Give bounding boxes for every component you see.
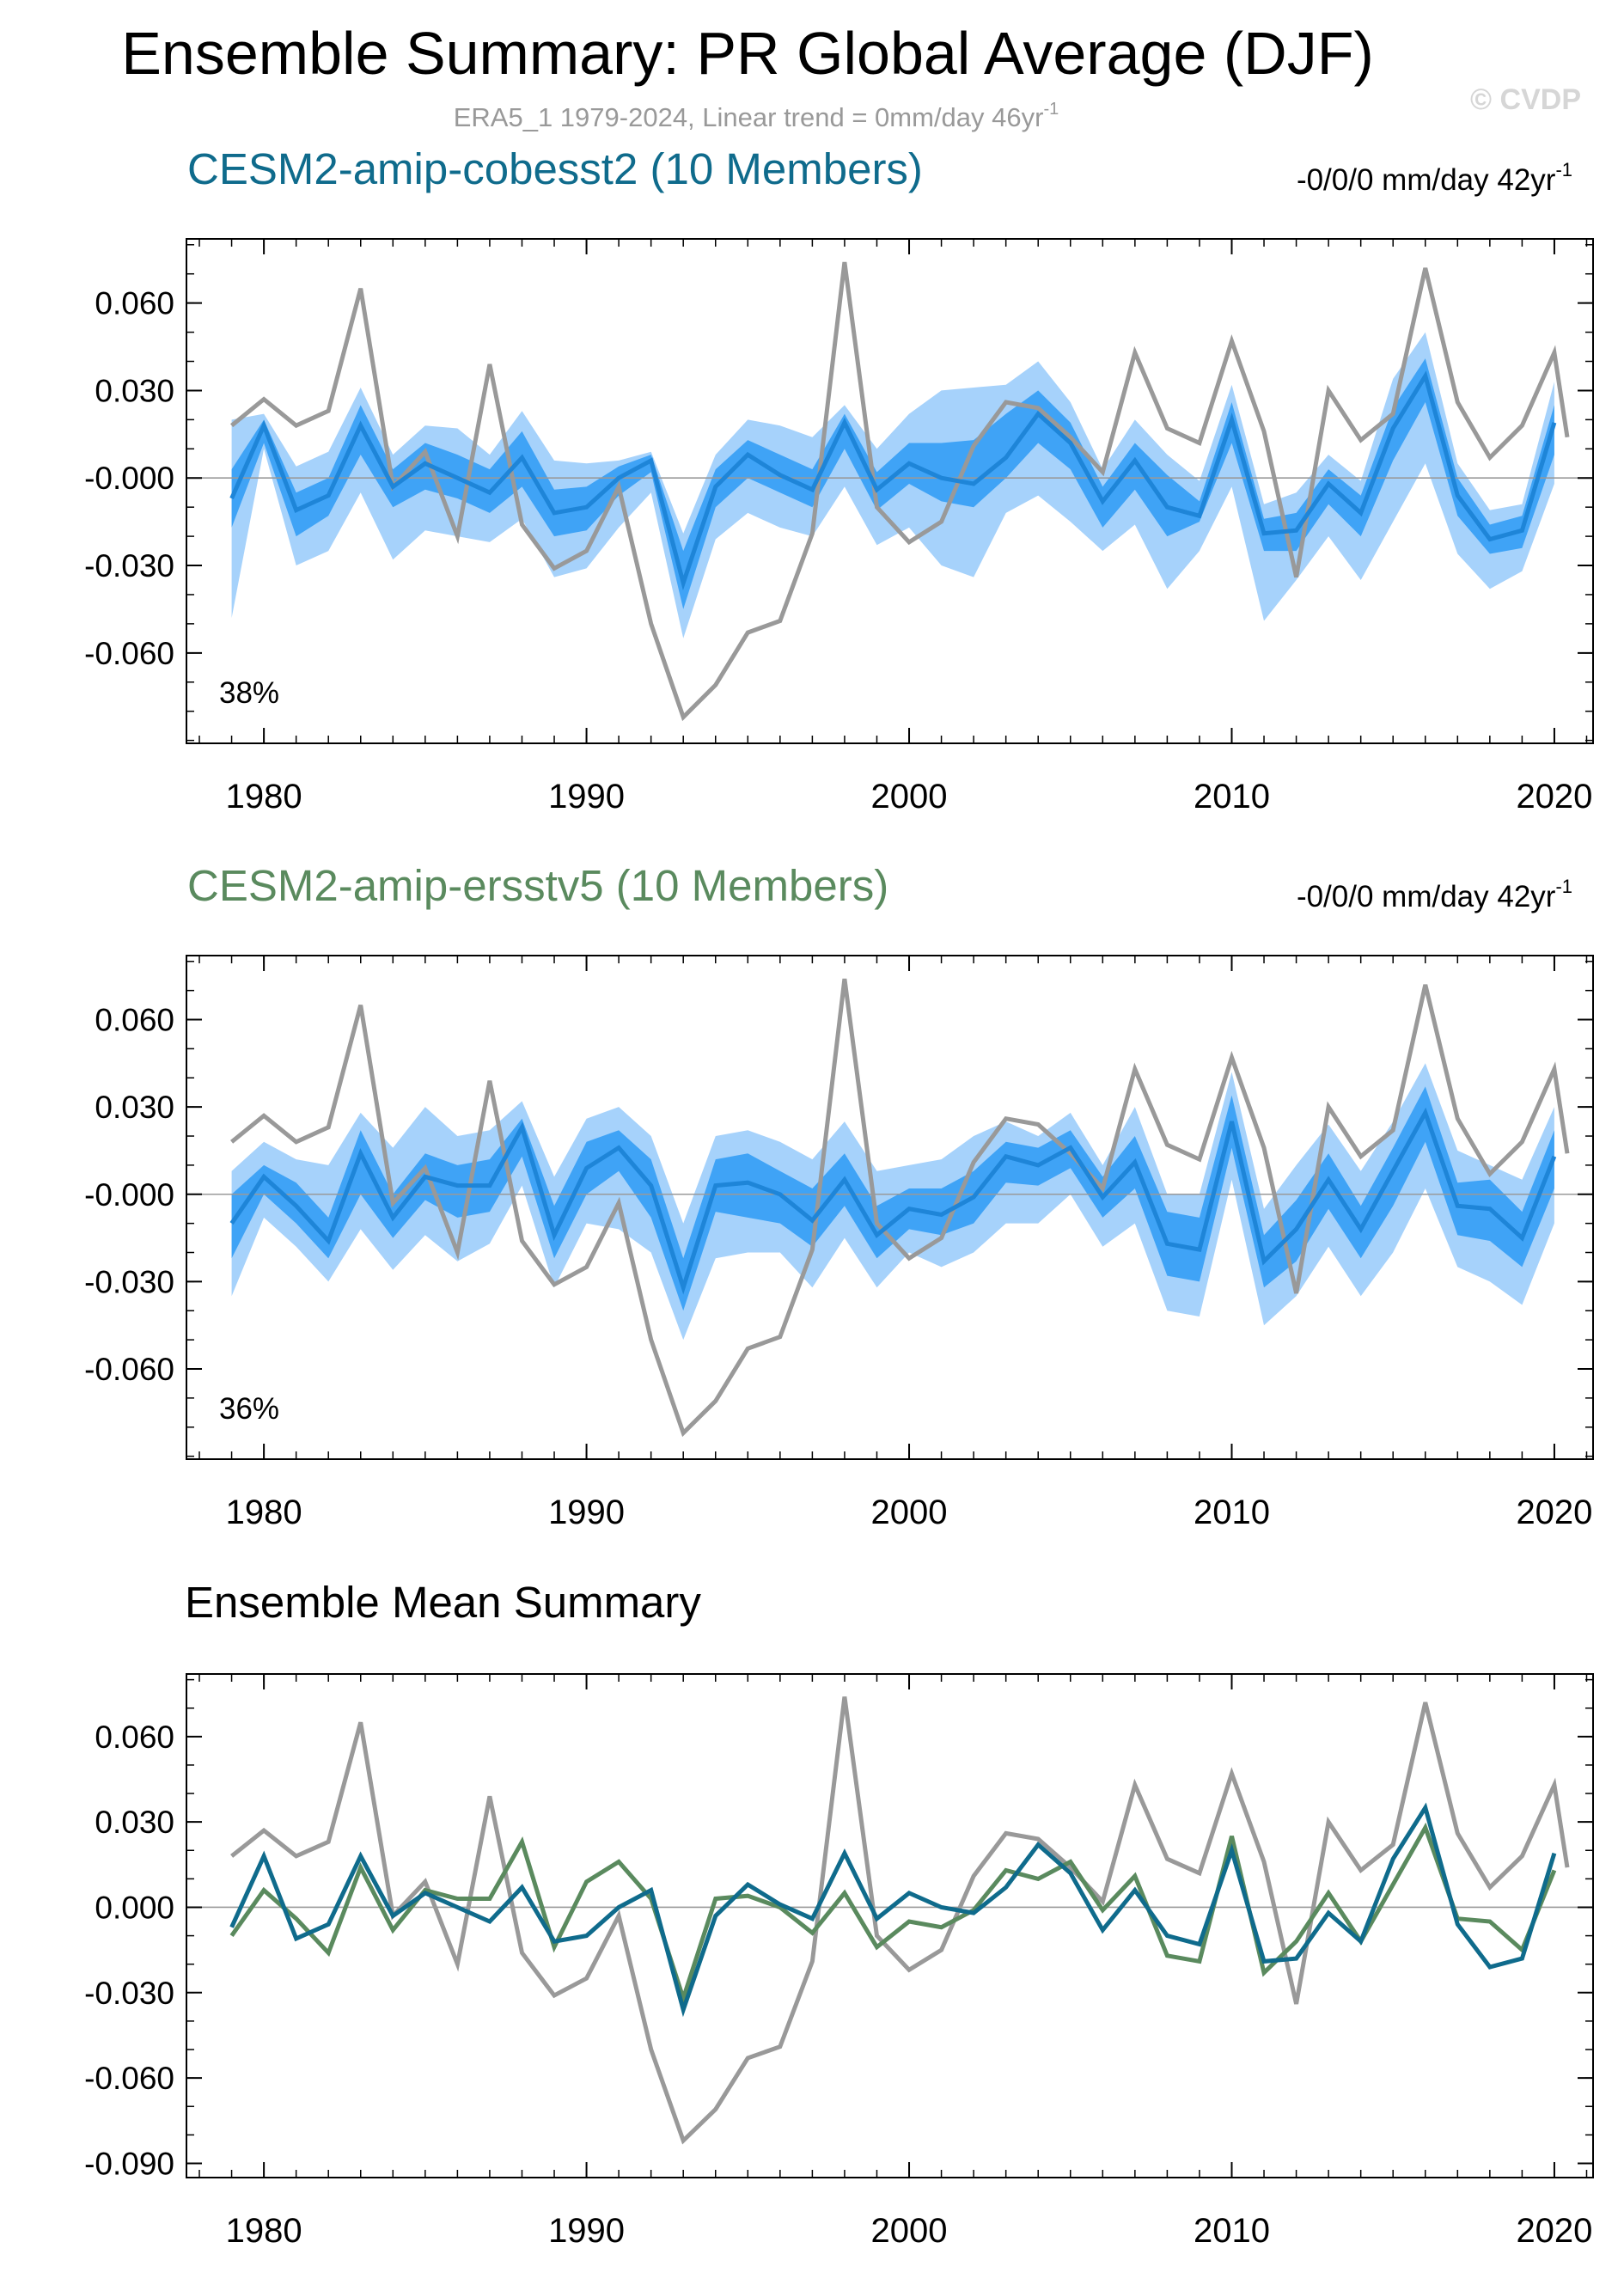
observed-era5-line [230, 978, 1570, 1438]
ersstv5-mean-line [229, 1822, 1557, 2006]
y-tick-label: 0.000 [95, 1890, 174, 1925]
x-tick-label: 2010 [1194, 1494, 1270, 1531]
figure-subtitle-text: ERA5_1 1979-2024, Linear trend = 0mm/day… [454, 102, 1044, 132]
x-tick-label: 2020 [1516, 1494, 1592, 1531]
panel-trend-text: -0/0/0 mm/day 42yr [1297, 163, 1556, 197]
panel-trend-text: -0/0/0 mm/day 42yr [1297, 880, 1556, 913]
cobesst2-mean-line [229, 1802, 1557, 2018]
x-tick-label: 2010 [1194, 2212, 1270, 2250]
ensemble-interquartile-band [231, 1086, 1554, 1311]
y-tick-label: -0.090 [84, 2146, 174, 2181]
y-tick-label: 0.060 [95, 286, 174, 321]
x-tick-label: 1980 [226, 1494, 302, 1531]
x-tick-label: 1980 [226, 778, 302, 816]
y-tick-label: -0.000 [84, 1177, 174, 1213]
y-tick-label: -0.030 [84, 548, 174, 583]
plot-panel-ersstv5: 0.060 0.030 -0.000 -0.030 -0.060 1980 1990 2000… [84, 955, 1594, 1531]
ensemble-interquartile-band [231, 358, 1554, 609]
x-tick-label: 1990 [548, 2212, 625, 2250]
y-tick-label: -0.030 [84, 1264, 174, 1299]
panel-trend-cobesst2: -0/0/0 mm/day 42yr-1 [1297, 159, 1572, 197]
plot-frame [186, 1673, 1594, 2178]
y-tick-label: 0.060 [95, 1720, 174, 1755]
x-tick-label: 1980 [226, 2212, 302, 2250]
x-tick-label: 1990 [548, 1494, 625, 1531]
x-tick-label: 2010 [1194, 778, 1270, 816]
panel-trend-sup: -1 [1555, 876, 1572, 897]
y-tick-label: -0.060 [84, 1352, 174, 1387]
panel-title-ensemble-mean: Ensemble Mean Summary [185, 1578, 701, 1627]
y-tick-label: -0.030 [84, 1976, 174, 2011]
y-tick-label: -0.060 [84, 2061, 174, 2096]
x-tick-label: 2020 [1516, 2212, 1592, 2250]
plot-frame [186, 955, 1594, 1460]
observed-era5-line [230, 1696, 1570, 2145]
panel-title-ersstv5: CESM2-amip-ersstv5 (10 Members) [187, 861, 888, 910]
pattern-correlation-percent: 36% [219, 1392, 279, 1426]
plot-panel-cobesst2: 0.060 0.030 -0.000 -0.030 -0.060 1980 1990 2000… [84, 238, 1594, 816]
x-tick-label: 1990 [548, 778, 625, 816]
ensemble-mean-line [229, 370, 1557, 591]
figure-subtitle-sup: -1 [1043, 100, 1059, 119]
y-tick-label: -0.060 [84, 636, 174, 671]
y-tick-label: 0.030 [95, 373, 174, 408]
figure-title: Ensemble Summary: PR Global Average (DJF… [121, 20, 1374, 87]
figure-subtitle: ERA5_1 1979-2024, Linear trend = 0mm/day… [454, 100, 1059, 132]
y-tick-label: 0.060 [95, 1003, 174, 1038]
y-tick-label: -0.000 [84, 461, 174, 496]
x-tick-label: 2000 [871, 778, 948, 816]
x-tick-label: 2020 [1516, 778, 1592, 816]
plot-frame [186, 238, 1594, 744]
x-tick-label: 2000 [871, 2212, 948, 2250]
cvdp-watermark: © CVDP [1470, 83, 1581, 116]
panel-trend-ersstv5: -0/0/0 mm/day 42yr-1 [1297, 876, 1572, 913]
y-tick-label: 0.030 [95, 1805, 174, 1840]
y-tick-label: 0.030 [95, 1090, 174, 1125]
plot-panel-ensemble-mean: 0.060 0.030 0.000 -0.030 -0.060 -0.090 1980 199… [84, 1673, 1594, 2250]
ensemble-mean-line [229, 1107, 1557, 1295]
panel-title-cobesst2: CESM2-amip-cobesst2 (10 Members) [187, 144, 923, 193]
x-tick-label: 2000 [871, 1494, 948, 1531]
pattern-correlation-percent: 38% [219, 676, 279, 710]
panel-trend-sup: -1 [1555, 159, 1572, 180]
observed-era5-line [230, 261, 1570, 722]
